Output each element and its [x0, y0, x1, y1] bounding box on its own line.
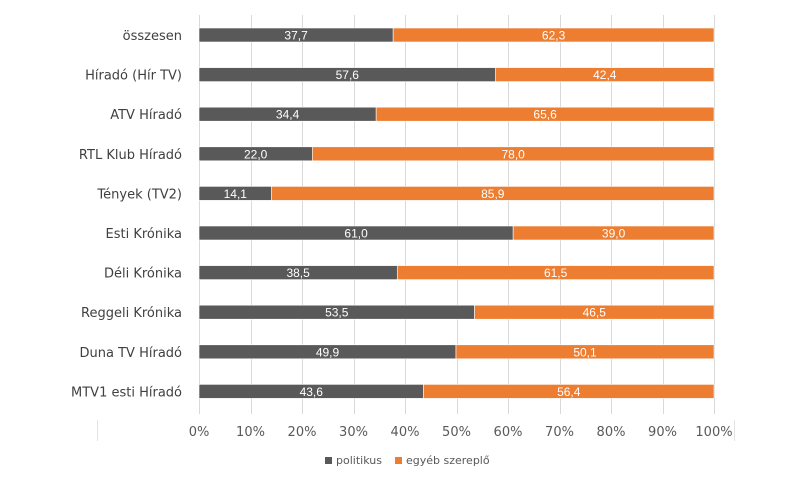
data-label: 56,4 — [557, 385, 581, 399]
bar-row: 14,1 85,9 — [198, 186, 715, 201]
x-tick-label: 100% — [695, 425, 732, 440]
data-label: 14,1 — [224, 187, 248, 201]
data-label: 61,0 — [344, 227, 368, 241]
data-label: 78,0 — [501, 147, 525, 161]
bar-segment-egyeb — [455, 344, 715, 360]
category-labels: összesen Híradó (Hír TV) ATV Híradó RTL Klu… — [71, 29, 182, 400]
bar-row: 38,5 61,5 — [198, 265, 715, 280]
data-label: 61,5 — [544, 266, 568, 280]
bar-row: 43,6 56,4 — [198, 384, 715, 399]
bars: 37,7 62,3 57,6 42,4 34,4 65,6 22,0 78,0 14,1 85,9… — [198, 27, 715, 399]
category-label: ATV Híradó — [110, 108, 182, 123]
category-label: Tények (TV2) — [96, 187, 182, 202]
legend-item: egyéb szereplő — [395, 454, 490, 467]
category-label: összesen — [123, 29, 182, 44]
bar-segment-egyeb — [396, 265, 715, 280]
x-tick-label: 80% — [597, 425, 626, 440]
category-label: RTL Klub Híradó — [79, 148, 182, 163]
data-label: 62,3 — [542, 29, 566, 43]
data-label: 38,5 — [286, 266, 310, 280]
bar-row: 37,7 62,3 — [198, 27, 715, 43]
category-label: Reggeli Krónika — [81, 306, 182, 321]
data-label: 49,9 — [316, 345, 340, 359]
data-label: 85,9 — [481, 187, 505, 201]
legend: politikus egyéb szereplő — [325, 454, 490, 467]
x-tick-label: 70% — [545, 425, 574, 440]
data-label: 65,6 — [533, 108, 557, 122]
bar-row: 61,0 39,0 — [198, 225, 715, 241]
data-label: 57,6 — [336, 68, 360, 82]
legend-label: politikus — [336, 454, 382, 467]
legend-item: politikus — [325, 454, 382, 467]
x-tick-label: 60% — [494, 425, 523, 440]
bar-row: 34,4 65,6 — [198, 106, 715, 122]
bar-row: 49,9 50,1 — [198, 344, 715, 360]
bar-row: 53,5 46,5 — [198, 304, 715, 320]
x-tick-label: 50% — [442, 425, 471, 440]
bar-segment-egyeb — [495, 67, 715, 82]
data-label: 53,5 — [325, 306, 349, 320]
bar-segment-egyeb — [392, 27, 715, 43]
x-tick-label: 10% — [236, 425, 265, 440]
category-label: Híradó (Hír TV) — [85, 69, 182, 84]
bar-segment-egyeb — [375, 106, 715, 122]
data-label: 42,4 — [593, 68, 617, 82]
category-label: Esti Krónika — [106, 227, 182, 242]
bar-row: 22,0 78,0 — [198, 146, 715, 162]
bar-segment-egyeb — [474, 304, 715, 320]
bar-segment-egyeb — [311, 146, 715, 162]
data-label: 22,0 — [244, 147, 268, 161]
legend-swatch — [395, 457, 402, 464]
legend-label: egyéb szereplő — [406, 454, 490, 467]
bar-row: 57,6 42,4 — [198, 67, 715, 82]
x-tick-label: 90% — [648, 425, 677, 440]
data-label: 34,4 — [276, 108, 300, 122]
data-label: 37,7 — [284, 29, 308, 43]
category-label: Duna TV Híradó — [80, 346, 183, 361]
x-tick-label: 20% — [288, 425, 317, 440]
x-tick-labels: 0% 10% 20% 30% 40% 50% 60% 70% 80% 90% 100% — [189, 425, 733, 440]
legend-swatch — [325, 457, 332, 464]
data-label: 50,1 — [573, 345, 597, 359]
data-label: 43,6 — [300, 385, 324, 399]
data-label: 46,5 — [583, 306, 607, 320]
bar-segment-egyeb — [423, 384, 715, 399]
data-label: 39,0 — [602, 227, 626, 241]
category-label: Déli Krónika — [104, 267, 182, 282]
x-tick-label: 40% — [391, 425, 420, 440]
bar-segment-egyeb — [512, 225, 715, 241]
category-label: MTV1 esti Híradó — [71, 385, 182, 400]
x-tick-label: 30% — [339, 425, 368, 440]
x-tick-label: 0% — [189, 425, 210, 440]
bar-segment-egyeb — [271, 186, 715, 201]
